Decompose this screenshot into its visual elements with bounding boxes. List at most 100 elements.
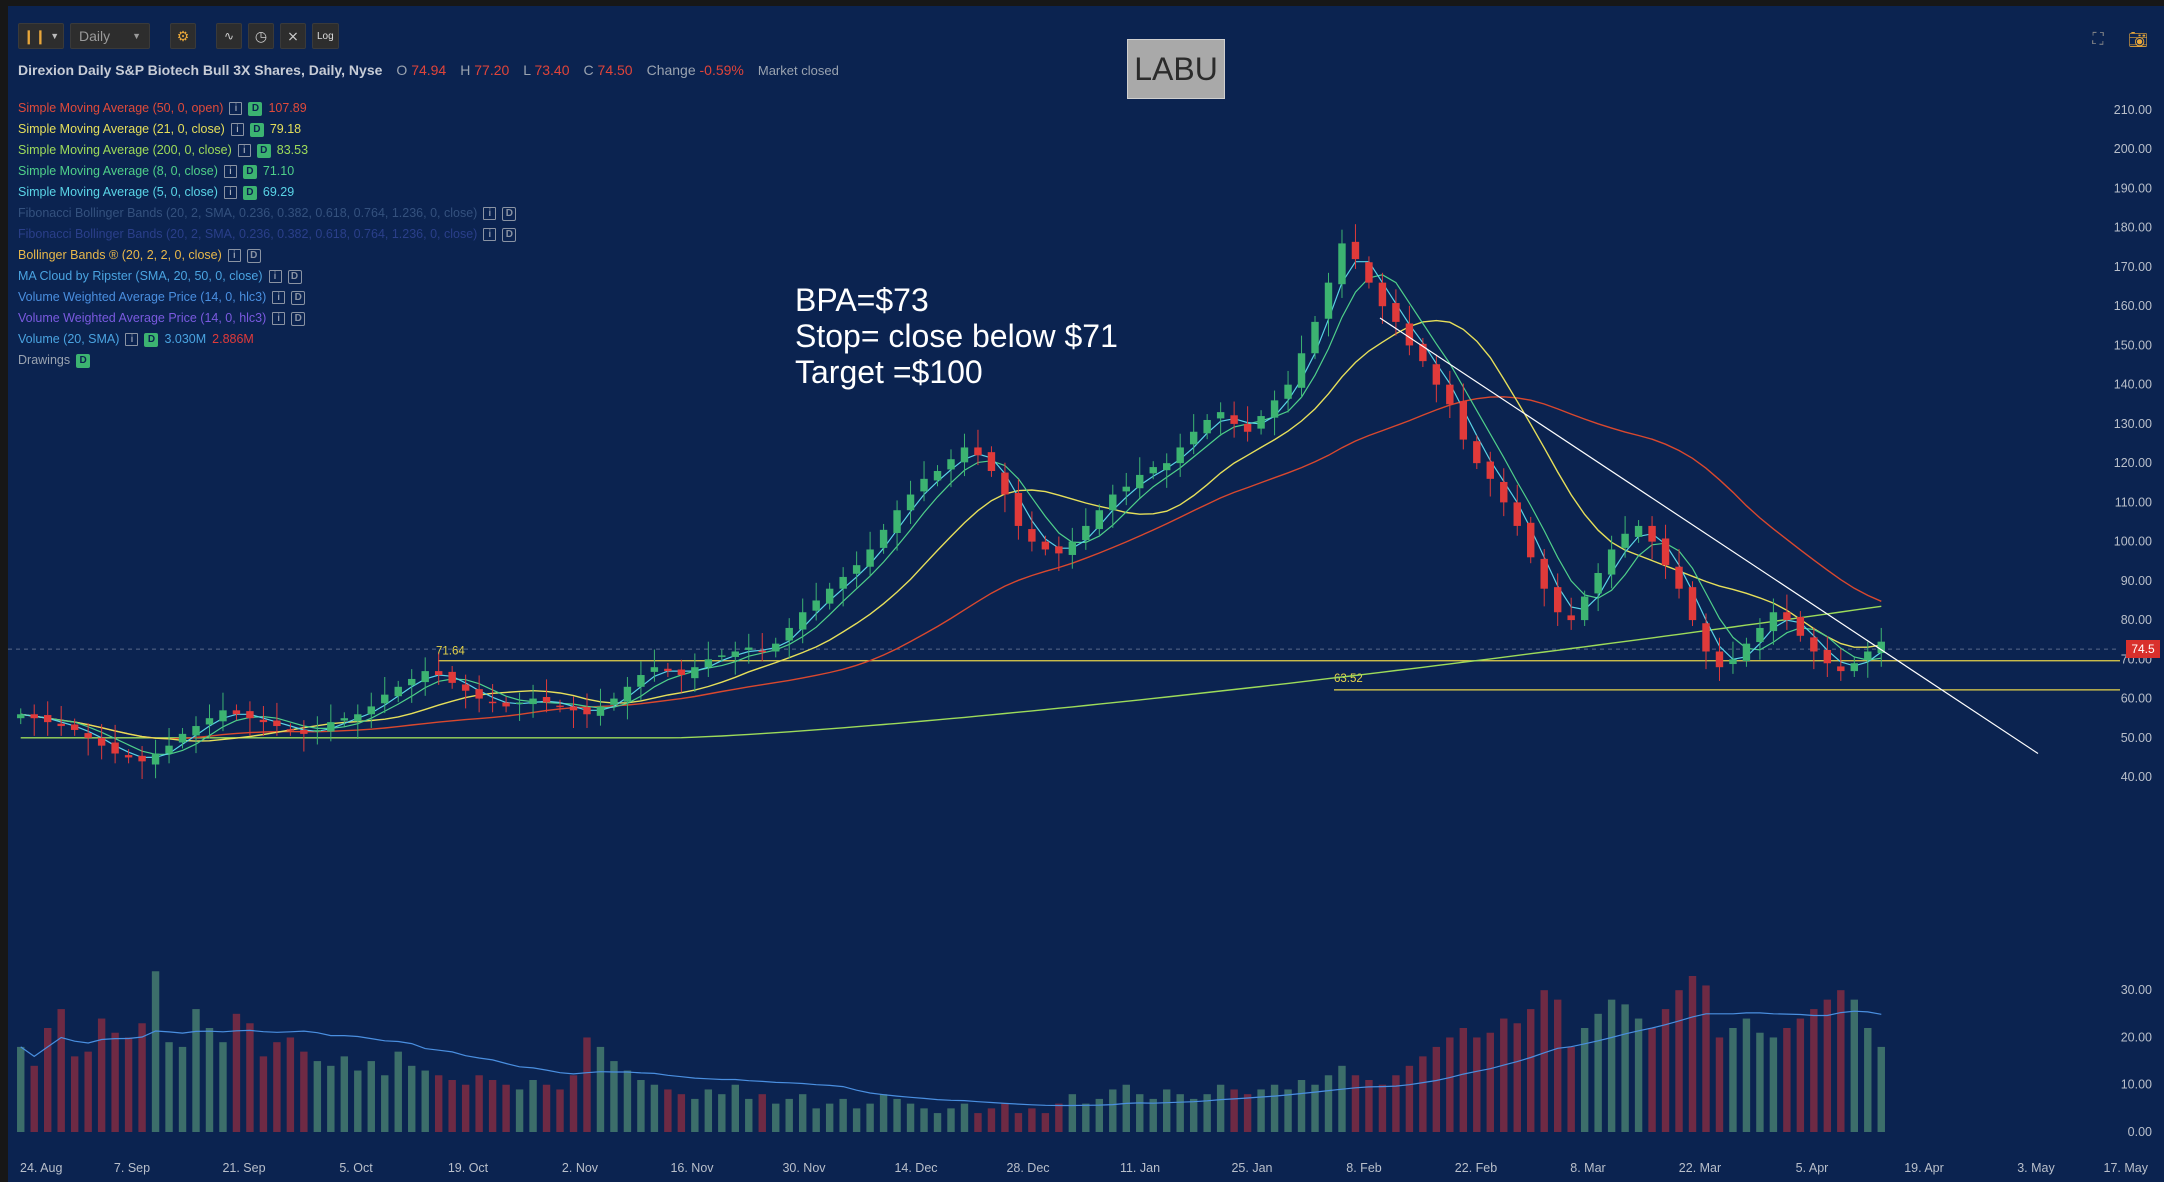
candle-body (1661, 538, 1670, 566)
study-info-icon[interactable]: i (268, 270, 282, 283)
drawings-toggle[interactable]: D (76, 353, 91, 368)
candle-body (502, 702, 510, 707)
study-row[interactable]: Volume Weighted Average Price (14, 0, hl… (18, 308, 516, 329)
study-row[interactable]: Fibonacci Bollinger Bands (20, 2, SMA, 0… (18, 224, 517, 245)
study-row[interactable]: Volume Weighted Average Price (14, 0, hl… (18, 287, 516, 308)
volume-bar (1365, 1080, 1373, 1132)
candle-body (1163, 463, 1171, 471)
volume-bar (1176, 1094, 1184, 1132)
expand-button[interactable]: ⛶ (2086, 28, 2110, 52)
candle-body (1176, 447, 1184, 464)
price-chart[interactable]: 210.00 200.00 190.00 180.00 170.00 160.00 150.… (8, 6, 2164, 1182)
study-toggle[interactable]: D (502, 227, 517, 242)
volume-bar (691, 1098, 699, 1132)
instrument-title: Direxion Daily S&P Biotech Bull 3X Share… (18, 62, 383, 78)
time-button[interactable]: ◷ (248, 23, 274, 49)
study-toggle[interactable]: D (242, 185, 257, 200)
volume-bar (1163, 1089, 1171, 1132)
study-row[interactable]: Simple Moving Average (5, 0, close) i D 69.… (18, 182, 516, 203)
candle-body (1729, 659, 1737, 665)
study-label: Simple Moving Average (5, 0, close) (18, 185, 218, 199)
candle-body (97, 737, 106, 746)
volume-bar (1675, 990, 1683, 1132)
study-info-icon[interactable]: i (272, 291, 286, 304)
study-row[interactable]: Volume (20, SMA) i D 3.030M 2.886M (18, 329, 516, 350)
study-row[interactable]: MA Cloud by Ripster (SMA, 20, 50, 0, clo… (18, 266, 516, 287)
candle-body (556, 705, 564, 708)
volume-bar (677, 1094, 686, 1132)
study-info-icon[interactable]: i (227, 249, 241, 262)
candle-body (354, 714, 362, 722)
study-info-icon[interactable]: i (483, 207, 497, 220)
studies-button[interactable]: ∿ (216, 23, 242, 49)
volume-bar (933, 1113, 942, 1132)
chart-type-button[interactable]: ❙❙ ▼ (18, 23, 64, 49)
study-toggle[interactable]: D (291, 311, 306, 326)
study-toggle[interactable]: D (249, 122, 264, 137)
candle-body (394, 686, 402, 697)
study-info-icon[interactable]: i (230, 123, 244, 136)
price-tick-label: 210.00 (2114, 103, 2152, 117)
volume-bar (1850, 999, 1859, 1132)
study-row[interactable]: Simple Moving Average (50, 0, open) i D 107… (18, 98, 516, 119)
volume-bar (1594, 1013, 1602, 1132)
volume-bar (852, 1108, 861, 1132)
study-info-icon[interactable]: i (483, 228, 497, 241)
study-row[interactable]: Simple Moving Average (21, 0, close) i D 79… (18, 119, 516, 140)
settings-button[interactable]: ⚙ (170, 23, 196, 49)
study-toggle[interactable]: D (144, 332, 159, 347)
chart-panel[interactable]: 210.00 200.00 190.00 180.00 170.00 160.00 150.… (8, 6, 2164, 1182)
candle-body (70, 724, 79, 730)
study-info-icon[interactable]: i (229, 102, 243, 115)
volume-bar (1203, 1094, 1211, 1132)
chevron-down-icon: ▼ (50, 31, 60, 41)
candle-body (1688, 587, 1697, 621)
indicator-icon: ∿ (223, 29, 235, 43)
study-info-icon[interactable]: i (223, 165, 237, 178)
candle-body (1796, 616, 1805, 636)
volume-bar (718, 1094, 726, 1132)
study-info-icon[interactable]: i (125, 333, 139, 346)
study-row[interactable]: Fibonacci Bollinger Bands (20, 2, SMA, 0… (18, 203, 517, 224)
volume-bar (812, 1108, 820, 1132)
volume-bar (1311, 1084, 1319, 1132)
volume-bar (259, 1056, 268, 1132)
study-toggle[interactable]: D (287, 269, 302, 284)
study-toggle[interactable]: D (248, 101, 263, 116)
study-toggle[interactable]: D (291, 290, 306, 305)
price-tick-label: 110.00 (2115, 495, 2152, 509)
candle-body (1324, 282, 1333, 319)
study-info-icon[interactable]: i (223, 186, 237, 199)
study-toggle[interactable]: D (246, 248, 261, 263)
study-info-icon[interactable]: i (237, 144, 251, 157)
log-scale-button[interactable]: Log (312, 23, 339, 49)
price-tick-label: 180.00 (2114, 221, 2152, 235)
volume-bar (758, 1094, 766, 1132)
volume-bar (1405, 1065, 1414, 1132)
candle-body (1001, 472, 1009, 495)
trade-annotation[interactable]: BPA=$73 Stop= close below $71 Target =$1… (795, 282, 1118, 390)
study-info-icon[interactable]: i (272, 312, 286, 325)
candle-body (151, 753, 160, 765)
screenshot-button[interactable]: 📷︎ (2126, 28, 2150, 52)
candle-body (1095, 510, 1104, 530)
volume-bar (920, 1108, 928, 1132)
timeframe-select[interactable]: Daily ▼ (70, 23, 150, 49)
study-toggle[interactable]: D (256, 143, 271, 158)
study-row[interactable]: Simple Moving Average (200, 0, close) i D 8… (18, 140, 516, 161)
volume-bar (1877, 1046, 1885, 1132)
volume-tick-label: 20.00 (2121, 1030, 2152, 1044)
study-row[interactable]: Simple Moving Average (8, 0, close) i D 71.… (18, 161, 516, 182)
volume-bar (1540, 990, 1548, 1132)
drawing-tools-button[interactable]: ⨯ (280, 23, 306, 49)
study-toggle[interactable]: D (502, 206, 517, 221)
candle-body (1270, 400, 1279, 418)
candle-body (1284, 384, 1292, 399)
study-toggle[interactable]: D (242, 164, 257, 179)
volume-tick-label: 0.00 (2128, 1125, 2152, 1139)
volume-bar (273, 1042, 281, 1132)
study-row[interactable]: Bollinger Bands ® (20, 2, 2, 0, close) i D (18, 245, 516, 266)
candle-body (1769, 612, 1778, 632)
volume-bar (1742, 1018, 1751, 1132)
drawings-row[interactable]: Drawings D (18, 350, 516, 371)
